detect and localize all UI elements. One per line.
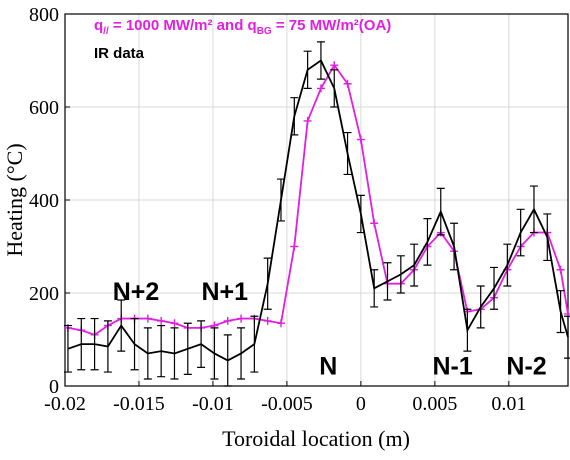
series-ir <box>63 41 570 387</box>
x-tick-label: -0.01 <box>192 393 234 415</box>
y-axis-ticks: 0 200 400 600 800 <box>29 4 70 398</box>
sim-point <box>157 316 166 325</box>
region-label: N+1 <box>201 278 248 306</box>
region-label: N+2 <box>113 278 160 306</box>
x-tick-label: 0.005 <box>412 393 457 415</box>
legend-ir-label: IR data <box>94 45 145 62</box>
ir-error-bar <box>63 324 72 373</box>
x-axis-ticks: -0.02 -0.015 -0.01 -0.005 0 0.005 0.01 <box>44 381 526 415</box>
x-axis-title: Toroidal location (m) <box>222 426 410 451</box>
sim-point <box>143 314 152 323</box>
y-axis-title: Heating (°C) <box>2 143 27 256</box>
sim-point <box>237 314 246 323</box>
x-tick-label: 0 <box>356 393 366 415</box>
region-label: N-1 <box>432 352 472 380</box>
sim-point <box>170 319 179 328</box>
sim-point <box>356 135 365 144</box>
y-tick-label: 200 <box>29 283 59 305</box>
grid <box>64 13 568 387</box>
sim-point <box>276 319 285 328</box>
x-tick-label: 0.01 <box>491 393 526 415</box>
x-tick-label: -0.005 <box>261 393 313 415</box>
annotations: N+2 N+1 N N-1 N-2 <box>113 278 547 380</box>
sim-point <box>556 265 565 274</box>
sim-point <box>370 219 379 228</box>
sim-point <box>330 61 339 70</box>
sim-point <box>290 242 299 251</box>
sim-point <box>223 316 232 325</box>
sim-point <box>263 316 272 325</box>
ir-error-bar <box>564 315 570 359</box>
sim-point <box>303 116 312 125</box>
series-layer <box>63 41 570 387</box>
y-tick-label: 600 <box>29 97 59 119</box>
y-tick-label: 0 <box>49 376 59 398</box>
series-ir-line <box>67 59 569 362</box>
region-label: N-2 <box>506 352 546 380</box>
sim-point <box>316 84 325 93</box>
region-label: N <box>319 352 337 380</box>
sim-point <box>343 79 352 88</box>
legend-sim-label: q// = 1000 MW/m² and qBG = 75 MW/m²(OA) <box>94 17 391 37</box>
y-tick-label: 800 <box>29 4 59 26</box>
x-tick-label: -0.015 <box>113 393 165 415</box>
x-tick-label: -0.02 <box>44 393 86 415</box>
y-tick-label: 400 <box>29 190 59 212</box>
legend: q// = 1000 MW/m² and qBG = 75 MW/m²(OA) … <box>94 17 391 62</box>
